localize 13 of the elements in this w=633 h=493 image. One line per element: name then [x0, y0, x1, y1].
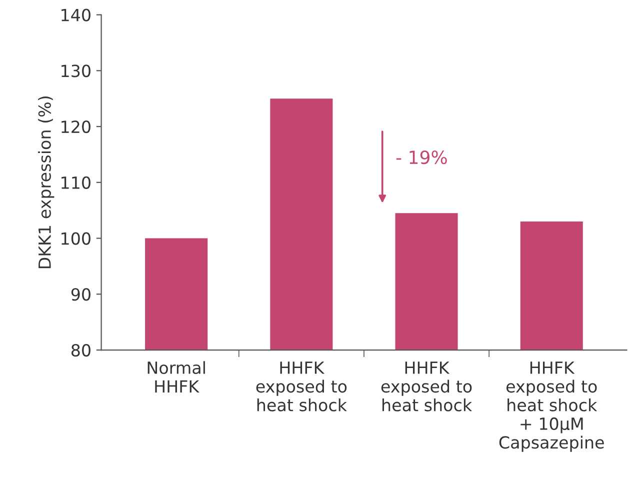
x-tick-label: HHFK exposed to heat shock + 10µM Capsazepine — [499, 362, 604, 452]
y-tick-label: 100 — [62, 232, 90, 245]
x-tick-label: HHFK exposed to heat shock — [381, 362, 472, 412]
y-tick-label: 130 — [62, 64, 90, 78]
y-tick-label: 120 — [62, 120, 90, 134]
y-tick-label: 90 — [71, 288, 90, 301]
y-axis-title: DKK1 expression (%) — [38, 96, 54, 268]
x-tick-label: HHFK exposed to heat shock — [256, 362, 347, 412]
y-tick-label: 110 — [62, 176, 90, 189]
y-tick-label: 140 — [62, 8, 90, 22]
x-tick-label: Normal HHFK — [148, 361, 205, 392]
y-tick-label: 80 — [71, 344, 90, 357]
annotation: - 19% — [396, 150, 447, 164]
